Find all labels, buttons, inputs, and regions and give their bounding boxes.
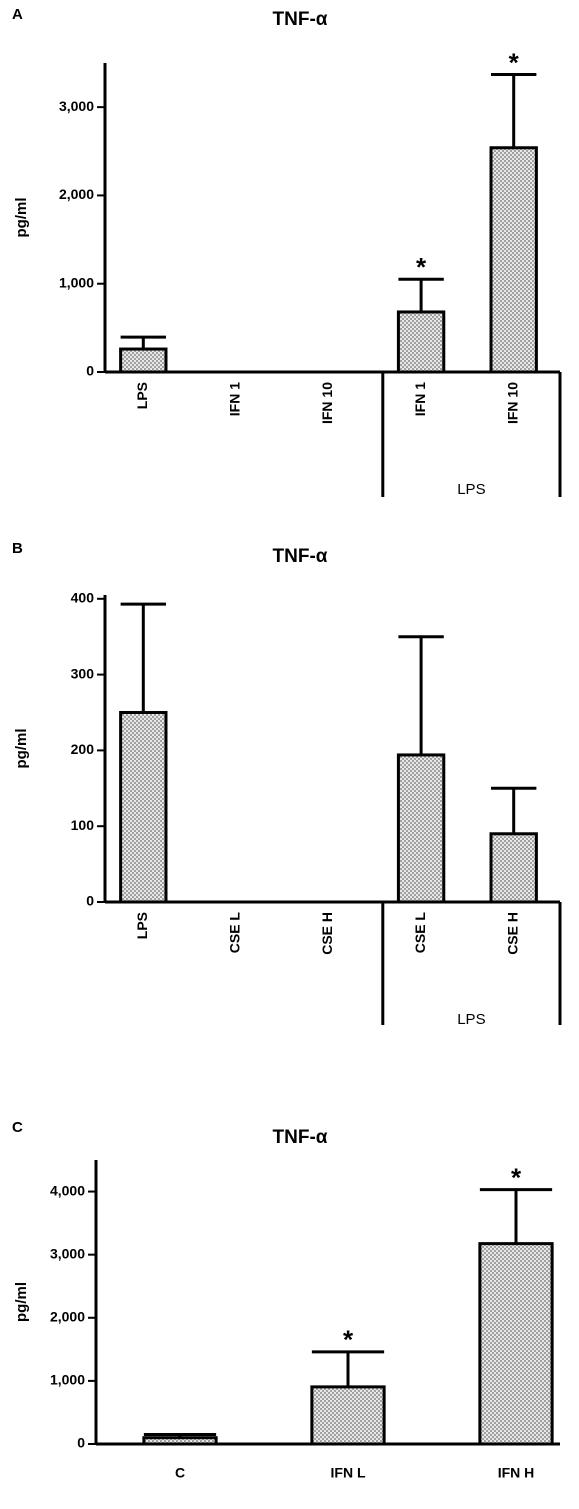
y-tick-label: 0 <box>86 893 94 909</box>
x-tick-label: IFN 10 <box>504 382 520 424</box>
y-tick-label: 0 <box>86 363 94 379</box>
x-tick-label: IFN 10 <box>319 382 335 424</box>
y-tick-label: 100 <box>71 817 95 833</box>
significance-star: * <box>343 1325 354 1355</box>
bar <box>119 710 168 904</box>
error-bar <box>398 635 444 755</box>
bar <box>119 347 168 374</box>
group-label: LPS <box>457 481 485 498</box>
y-axis-label: pg/ml <box>13 1282 30 1322</box>
y-tick-label: 1,000 <box>50 1372 85 1388</box>
y-tick-label: 300 <box>71 665 95 681</box>
x-tick-label: IFN 1 <box>412 382 428 416</box>
y-tick-label: 4,000 <box>50 1182 85 1198</box>
panel-label: A <box>12 6 23 23</box>
significance-star: * <box>509 47 520 77</box>
error-bar <box>491 72 537 148</box>
bar <box>396 753 446 904</box>
x-tick-label: CSE H <box>319 912 335 955</box>
y-tick-label: 3,000 <box>59 98 94 114</box>
y-tick-label: 400 <box>71 589 95 605</box>
y-axis-label: pg/ml <box>13 729 30 769</box>
x-tick-label: IFN L <box>331 1465 366 1481</box>
significance-star: * <box>511 1163 522 1193</box>
y-tick-label: 3,000 <box>50 1245 85 1261</box>
bar <box>478 1242 554 1446</box>
x-tick-label: IFN 1 <box>227 382 243 416</box>
bar <box>489 146 538 374</box>
bar <box>310 1385 386 1446</box>
y-tick-label: 200 <box>71 741 95 757</box>
error-bar <box>120 602 166 713</box>
error-bar <box>491 786 537 834</box>
x-tick-label: CSE L <box>412 912 428 954</box>
x-tick-label: IFN H <box>498 1465 535 1481</box>
bar <box>396 310 446 374</box>
x-tick-label: CSE L <box>227 912 243 954</box>
x-tick-label: LPS <box>134 382 150 409</box>
x-tick-label: LPS <box>134 912 150 939</box>
chart-title: TNF-α <box>273 1127 328 1148</box>
error-bar <box>120 335 166 350</box>
y-tick-label: 2,000 <box>59 186 94 202</box>
group-label: LPS <box>457 1011 485 1028</box>
y-tick-label: 1,000 <box>59 274 94 290</box>
chart-title: TNF-α <box>273 9 328 30</box>
error-bar <box>311 1350 385 1387</box>
error-bar <box>398 277 444 312</box>
panel-label: B <box>12 540 23 557</box>
x-tick-label: CSE H <box>504 912 520 955</box>
panel-label: C <box>12 1119 23 1136</box>
y-tick-label: 0 <box>77 1435 85 1451</box>
y-axis-label: pg/ml <box>13 198 30 238</box>
significance-star: * <box>416 252 427 282</box>
chart-title: TNF-α <box>273 546 328 567</box>
bar <box>489 832 538 904</box>
x-tick-label: C <box>175 1465 185 1481</box>
y-tick-label: 2,000 <box>50 1308 85 1324</box>
error-bar <box>479 1188 553 1244</box>
